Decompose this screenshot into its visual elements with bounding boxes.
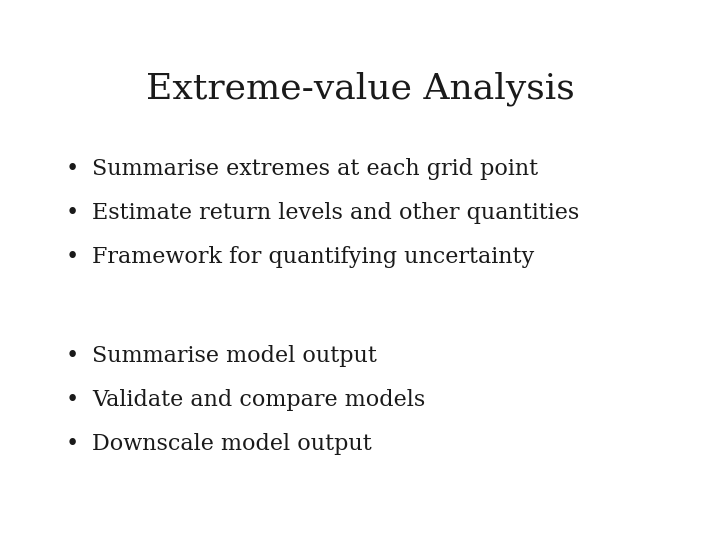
Text: •: •: [66, 345, 78, 367]
Text: Extreme-value Analysis: Extreme-value Analysis: [145, 72, 575, 106]
Text: Summarise extremes at each grid point: Summarise extremes at each grid point: [92, 158, 538, 180]
Text: •: •: [66, 202, 78, 224]
Text: Downscale model output: Downscale model output: [92, 433, 372, 455]
Text: Summarise model output: Summarise model output: [92, 345, 377, 367]
Text: Validate and compare models: Validate and compare models: [92, 389, 426, 411]
Text: •: •: [66, 389, 78, 411]
Text: Framework for quantifying uncertainty: Framework for quantifying uncertainty: [92, 246, 534, 268]
Text: •: •: [66, 158, 78, 180]
Text: •: •: [66, 433, 78, 455]
Text: Estimate return levels and other quantities: Estimate return levels and other quantit…: [92, 202, 580, 224]
Text: •: •: [66, 246, 78, 268]
